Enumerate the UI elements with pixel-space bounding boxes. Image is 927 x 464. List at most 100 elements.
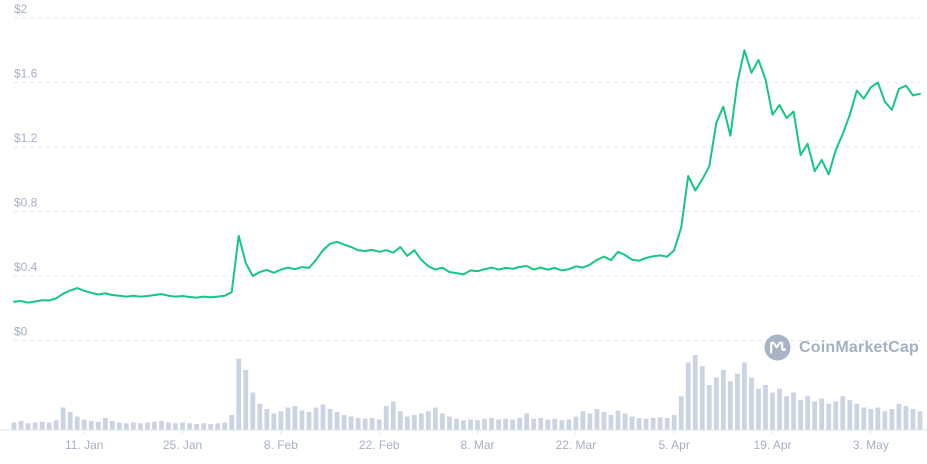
volume-bar xyxy=(222,422,228,430)
volume-bar xyxy=(573,416,579,430)
volume-bar xyxy=(397,411,403,430)
volume-bar xyxy=(264,409,270,430)
volume-bar xyxy=(418,413,424,430)
volume-bar xyxy=(496,419,501,430)
volume-bar xyxy=(889,409,895,430)
volume-bar xyxy=(152,421,157,430)
volume-bar xyxy=(861,407,867,430)
volume-bar xyxy=(320,404,326,430)
x-axis-label: 22. Mar xyxy=(556,438,597,452)
volume-bar xyxy=(805,396,811,430)
volume-bar xyxy=(306,412,312,430)
volume-bar xyxy=(545,419,551,430)
volume-bar xyxy=(482,418,487,430)
volume-bar xyxy=(454,418,459,430)
volume-bar xyxy=(580,411,586,430)
volume-bar xyxy=(271,413,277,430)
volume-bar xyxy=(411,415,417,430)
volume-bar xyxy=(88,421,94,430)
price-line xyxy=(13,49,921,304)
x-axis-label: 8. Mar xyxy=(461,438,495,452)
volume-bar xyxy=(784,396,789,430)
volume-bar xyxy=(334,412,340,430)
volume-bar xyxy=(348,416,354,430)
volume-bar xyxy=(538,418,544,430)
volume-bar xyxy=(615,410,621,430)
x-axis-label: 25. Jan xyxy=(163,438,202,452)
volume-bar xyxy=(840,396,846,430)
volume-bar xyxy=(173,423,178,430)
volume-bar xyxy=(524,413,530,430)
volume-bar xyxy=(531,418,537,430)
volume-bar xyxy=(180,422,185,430)
volume-bar xyxy=(847,400,853,430)
volume-bar xyxy=(11,422,17,430)
volume-bar xyxy=(798,400,803,430)
volume-bar xyxy=(517,418,523,430)
volume-bar xyxy=(608,415,614,430)
volume-bar xyxy=(285,407,291,430)
x-axis-label: 5. Apr xyxy=(659,438,690,452)
volume-bar xyxy=(917,411,923,430)
volume-bar xyxy=(208,424,214,430)
x-axis-label: 8. Feb xyxy=(264,438,298,452)
volume-bar xyxy=(138,423,143,430)
volume-bar xyxy=(159,421,164,430)
volume-bar xyxy=(187,423,192,430)
volume-bar xyxy=(910,409,916,430)
volume-bar xyxy=(32,422,38,430)
volume-bar xyxy=(243,370,249,430)
volume-bar xyxy=(109,421,115,430)
volume-bar xyxy=(819,398,825,430)
volume-bar xyxy=(777,388,782,430)
volume-bar xyxy=(763,385,768,430)
volume-bar xyxy=(74,416,80,430)
volume-bar xyxy=(685,362,691,430)
volume-bar xyxy=(53,420,59,430)
volume-bar xyxy=(770,392,775,430)
volume-bar xyxy=(67,412,73,430)
volume-bar xyxy=(594,409,600,430)
volume-bar xyxy=(650,418,656,430)
volume-bar xyxy=(229,415,235,430)
volume-bar xyxy=(355,418,361,430)
y-axis-label: $1.2 xyxy=(14,131,38,145)
volume-bar xyxy=(706,385,712,430)
volume-bar xyxy=(145,422,150,430)
volume-bar xyxy=(643,418,649,430)
volume-bar xyxy=(123,423,129,430)
y-axis-label: $2 xyxy=(14,2,28,16)
volume-bar xyxy=(826,403,832,430)
volume-bar xyxy=(95,421,101,430)
volume-bar xyxy=(868,409,874,430)
volume-bar xyxy=(39,421,45,430)
volume-bar xyxy=(60,407,66,430)
x-axis-label: 22. Feb xyxy=(359,438,400,452)
x-axis-label: 19. Apr xyxy=(753,438,791,452)
volume-bar xyxy=(313,407,319,430)
volume-bar xyxy=(404,416,410,430)
volume-bar xyxy=(461,420,466,430)
volume-bar xyxy=(46,422,52,430)
y-axis-label: $0.8 xyxy=(14,196,38,210)
volume-bar xyxy=(692,355,698,430)
volume-bar xyxy=(292,406,298,430)
volume-bar xyxy=(475,420,480,430)
volume-bar xyxy=(194,424,199,430)
volume-bar xyxy=(749,377,754,430)
volume-bar xyxy=(875,407,881,430)
volume-bar xyxy=(552,418,558,430)
volume-bar xyxy=(854,403,860,430)
volume-bar xyxy=(671,415,677,430)
volume-bar xyxy=(566,419,572,430)
y-axis-label: $0 xyxy=(14,325,28,339)
volume-bar xyxy=(327,409,333,430)
volume-bar xyxy=(678,396,684,430)
volume-bar xyxy=(425,411,431,430)
volume-bar xyxy=(166,422,171,430)
volume-bar xyxy=(489,418,494,430)
volume-bar xyxy=(833,401,839,430)
volume-bar xyxy=(215,423,221,430)
